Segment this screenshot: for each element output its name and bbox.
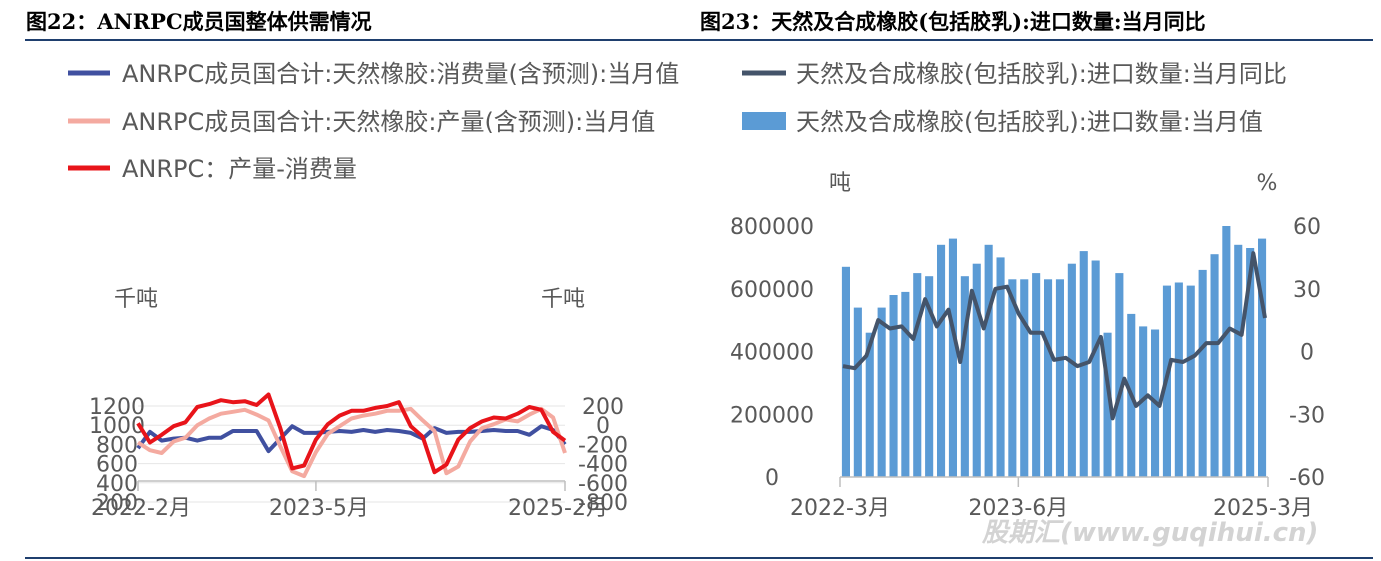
import-bar: [1032, 273, 1041, 477]
import-bar: [1198, 269, 1207, 477]
import-bar: [1091, 260, 1100, 477]
x-tick-label: 2025-3月: [1213, 496, 1313, 521]
import-bar: [1234, 244, 1243, 477]
import-bar: [889, 295, 898, 477]
legend-swatch: [742, 112, 786, 130]
legend-label: ANRPC：产量-消费量: [122, 155, 357, 183]
x-tick-label: 2022-2月: [91, 496, 191, 521]
y-tick-right: -400: [578, 453, 628, 478]
y-tick-left: 0: [765, 466, 779, 491]
y-tick-right: -800: [578, 491, 628, 516]
left-figure-title: 图22：ANRPC成员国整体供需情况: [26, 9, 372, 34]
import-bar: [1115, 273, 1124, 477]
y-tick-left: 600000: [730, 278, 814, 303]
rubber-import-chart: 天然及合成橡胶(包括胶乳):进口数量:当月同比天然及合成橡胶(包括胶乳):进口数…: [730, 60, 1325, 521]
import-bar: [960, 276, 969, 477]
import-bar: [972, 263, 981, 477]
y-tick-right: 0: [1300, 341, 1314, 366]
y-tick-right: -30: [1289, 403, 1325, 428]
right-figure-title: 图23：天然及合成橡胶(包括胶乳):进口数量:当月同比: [700, 9, 1206, 34]
y-tick-right: -60: [1289, 466, 1325, 491]
y-tick-left: 200: [96, 491, 138, 516]
watermark: 股期汇(www.guqihui.cn): [982, 518, 1319, 548]
y-tick-left: 1200: [89, 395, 145, 420]
import-bar: [1055, 279, 1064, 477]
import-bar: [948, 238, 957, 477]
legend-label: ANRPC成员国合计:天然橡胶:产量(含预测):当月值: [122, 108, 655, 136]
import-bar: [1210, 254, 1219, 477]
import-bar: [865, 332, 874, 477]
import-bar: [937, 244, 946, 477]
legend-label: 天然及合成橡胶(包括胶乳):进口数量:当月值: [796, 108, 1263, 136]
y-tick-left: 800000: [730, 215, 814, 240]
y-tick-right: 60: [1293, 215, 1321, 240]
y-tick-left: 600: [96, 453, 138, 478]
y-tick-right: 0: [596, 414, 610, 439]
y-axis-unit-left: 千吨: [114, 287, 158, 312]
import-bar: [853, 307, 862, 477]
import-bar: [1186, 285, 1195, 477]
y-tick-left: 400: [96, 472, 138, 497]
x-tick-label: 2022-3月: [790, 496, 890, 521]
series-line-1: [136, 406, 567, 479]
y-axis-unit-right: %: [1257, 171, 1278, 196]
anrpc-supply-demand-chart: ANRPC成员国合计:天然橡胶:消费量(含预测):当月值 ANRPC成员国合计:天…: [68, 60, 679, 521]
import-bar: [841, 266, 850, 477]
import-bar: [1222, 226, 1231, 477]
y-tick-left: 200000: [730, 403, 814, 428]
series-line-0: [136, 424, 567, 454]
top-divider: [25, 39, 1373, 41]
import-bar: [1067, 263, 1076, 477]
y-tick-right: 200: [582, 395, 624, 420]
import-bar: [1103, 332, 1112, 477]
import-bar: [925, 276, 934, 477]
y-tick-left: 1000: [89, 414, 145, 439]
import-bar: [913, 273, 922, 477]
import-bar: [1044, 279, 1053, 477]
x-tick-label: 2025-2月: [508, 496, 608, 521]
import-bar: [996, 257, 1005, 477]
yoy-line: [842, 251, 1267, 421]
import-bar: [877, 307, 886, 477]
import-bar: [1258, 238, 1267, 477]
legend-label: 天然及合成橡胶(包括胶乳):进口数量:当月同比: [796, 60, 1287, 88]
y-axis-unit-right: 千吨: [541, 287, 585, 312]
import-bar: [1020, 279, 1029, 477]
import-bar: [901, 291, 910, 477]
y-axis-unit-left: 吨: [829, 171, 851, 196]
y-tick-right: -600: [578, 472, 628, 497]
import-bar: [1008, 279, 1017, 477]
x-tick-label: 2023-6月: [968, 496, 1068, 521]
legend-label: ANRPC成员国合计:天然橡胶:消费量(含预测):当月值: [122, 60, 679, 88]
y-tick-left: 800: [96, 433, 138, 458]
y-tick-left: 400000: [730, 341, 814, 366]
y-tick-right: -200: [578, 433, 628, 458]
y-tick-right: 30: [1293, 278, 1321, 303]
import-bar: [984, 244, 993, 477]
x-tick-label: 2023-5月: [269, 496, 369, 521]
bottom-divider: [25, 557, 1373, 559]
import-bar: [1174, 282, 1183, 477]
series-line-2: [136, 392, 567, 475]
import-bar: [1246, 248, 1255, 477]
